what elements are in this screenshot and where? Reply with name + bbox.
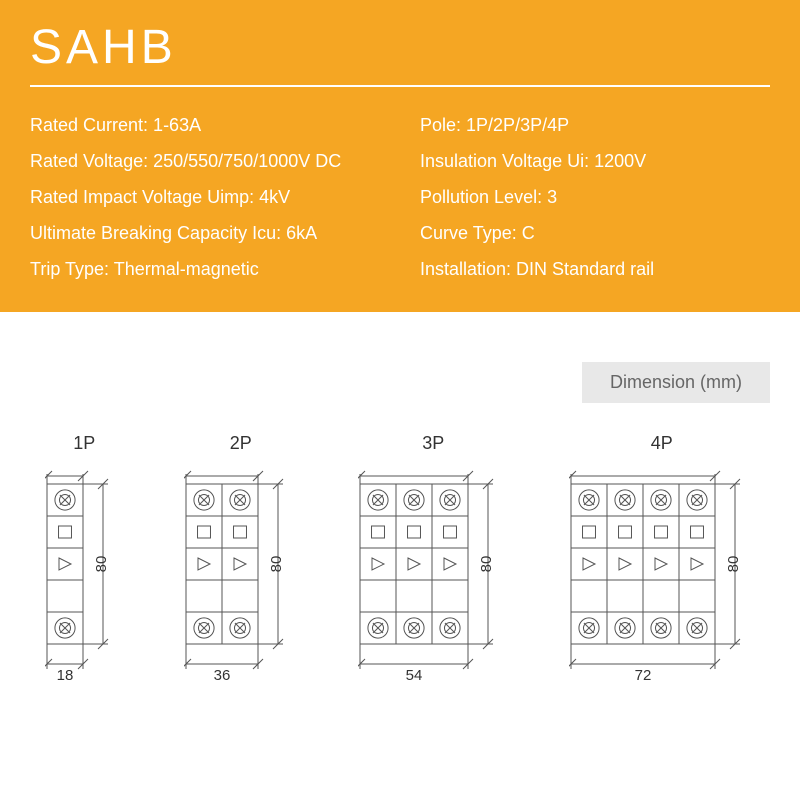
spec-line: Pole: 1P/2P/3P/4P <box>420 107 770 143</box>
spec-header: SAHB Rated Current: 1-63ARated Voltage: … <box>0 0 800 312</box>
spec-col-left: Rated Current: 1-63ARated Voltage: 250/5… <box>30 107 380 287</box>
spec-line: Ultimate Breaking Capacity Icu: 6kA <box>30 215 380 251</box>
breaker-label: 3P <box>358 433 508 454</box>
svg-text:36: 36 <box>213 667 230 684</box>
spec-line: Rated Voltage: 250/550/750/1000V DC <box>30 143 380 179</box>
spec-line: Trip Type: Thermal-magnetic <box>30 251 380 287</box>
breaker-diagram: 3P 80 54 <box>358 433 508 686</box>
dimension-label-wrap: Dimension (mm) <box>30 362 770 403</box>
breaker-svg: 80 18 <box>45 466 123 686</box>
breaker-diagram: 2P 80 36 <box>184 433 298 686</box>
svg-text:80: 80 <box>478 556 495 573</box>
spec-line: Curve Type: C <box>420 215 770 251</box>
dimension-label: Dimension (mm) <box>582 362 770 403</box>
svg-text:18: 18 <box>57 667 74 684</box>
product-title: SAHB <box>30 20 770 87</box>
breaker-svg: 80 54 <box>358 466 508 686</box>
svg-text:54: 54 <box>406 667 423 684</box>
breaker-label: 1P <box>45 433 123 454</box>
breaker-diagram: 1P 80 18 <box>45 433 123 686</box>
svg-text:80: 80 <box>268 556 285 573</box>
spec-line: Rated Impact Voltage Uimp: 4kV <box>30 179 380 215</box>
svg-text:72: 72 <box>634 667 651 684</box>
spec-line: Insulation Voltage Ui: 1200V <box>420 143 770 179</box>
breaker-label: 4P <box>569 433 755 454</box>
breaker-svg: 80 72 <box>569 466 755 686</box>
spec-col-right: Pole: 1P/2P/3P/4PInsulation Voltage Ui: … <box>420 107 770 287</box>
spec-line: Installation: DIN Standard rail <box>420 251 770 287</box>
breaker-diagram: 4P 80 72 <box>569 433 755 686</box>
svg-text:80: 80 <box>725 556 742 573</box>
svg-text:80: 80 <box>93 556 110 573</box>
breaker-svg: 80 36 <box>184 466 298 686</box>
breaker-label: 2P <box>184 433 298 454</box>
spec-columns: Rated Current: 1-63ARated Voltage: 250/5… <box>30 107 770 287</box>
spec-line: Pollution Level: 3 <box>420 179 770 215</box>
breaker-diagrams: 1P 80 18 2P 80 36 3P 80 54 4P 80 72 <box>0 423 800 696</box>
spec-line: Rated Current: 1-63A <box>30 107 380 143</box>
